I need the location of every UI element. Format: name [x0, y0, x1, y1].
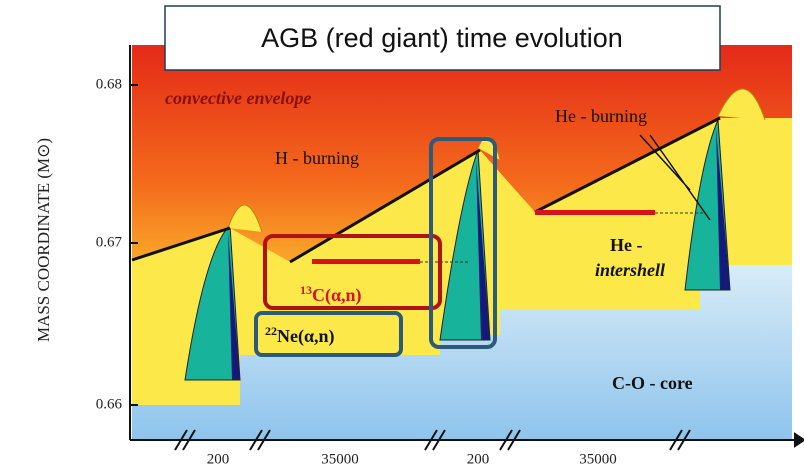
title: AGB (red giant) time evolution: [261, 23, 623, 53]
highlight-boxes: [254, 137, 497, 357]
annotation: C-O - core: [612, 373, 693, 393]
y-tick-label: 0.67: [96, 234, 123, 250]
annotation: convective envelope: [165, 88, 311, 108]
annotation: 22Ne(α,n): [265, 324, 335, 347]
annotation: He -: [610, 235, 642, 255]
reaction: Ne(α,n): [277, 326, 335, 347]
plot-area: [131, 45, 792, 440]
y-axis-label: MASS COORDINATE (M⊙): [34, 138, 53, 342]
y-tick-label: 0.68: [96, 76, 122, 92]
x-label: 35000: [579, 451, 617, 467]
reaction: C(α,n): [312, 285, 362, 306]
x-label: 200: [467, 451, 490, 467]
superscript: 22: [265, 324, 277, 338]
annotation: He - burning: [555, 106, 647, 126]
annotation: intershell: [595, 260, 665, 280]
x-label: 35000: [321, 451, 359, 467]
y-tick-label: 0.66: [96, 396, 123, 412]
annotation: 13C(α,n): [300, 283, 362, 306]
superscript: 13: [300, 283, 312, 297]
title-box: [164, 5, 721, 71]
axes: [129, 45, 804, 451]
x-label: 200: [207, 451, 230, 467]
annotation: H - burning: [275, 148, 359, 168]
